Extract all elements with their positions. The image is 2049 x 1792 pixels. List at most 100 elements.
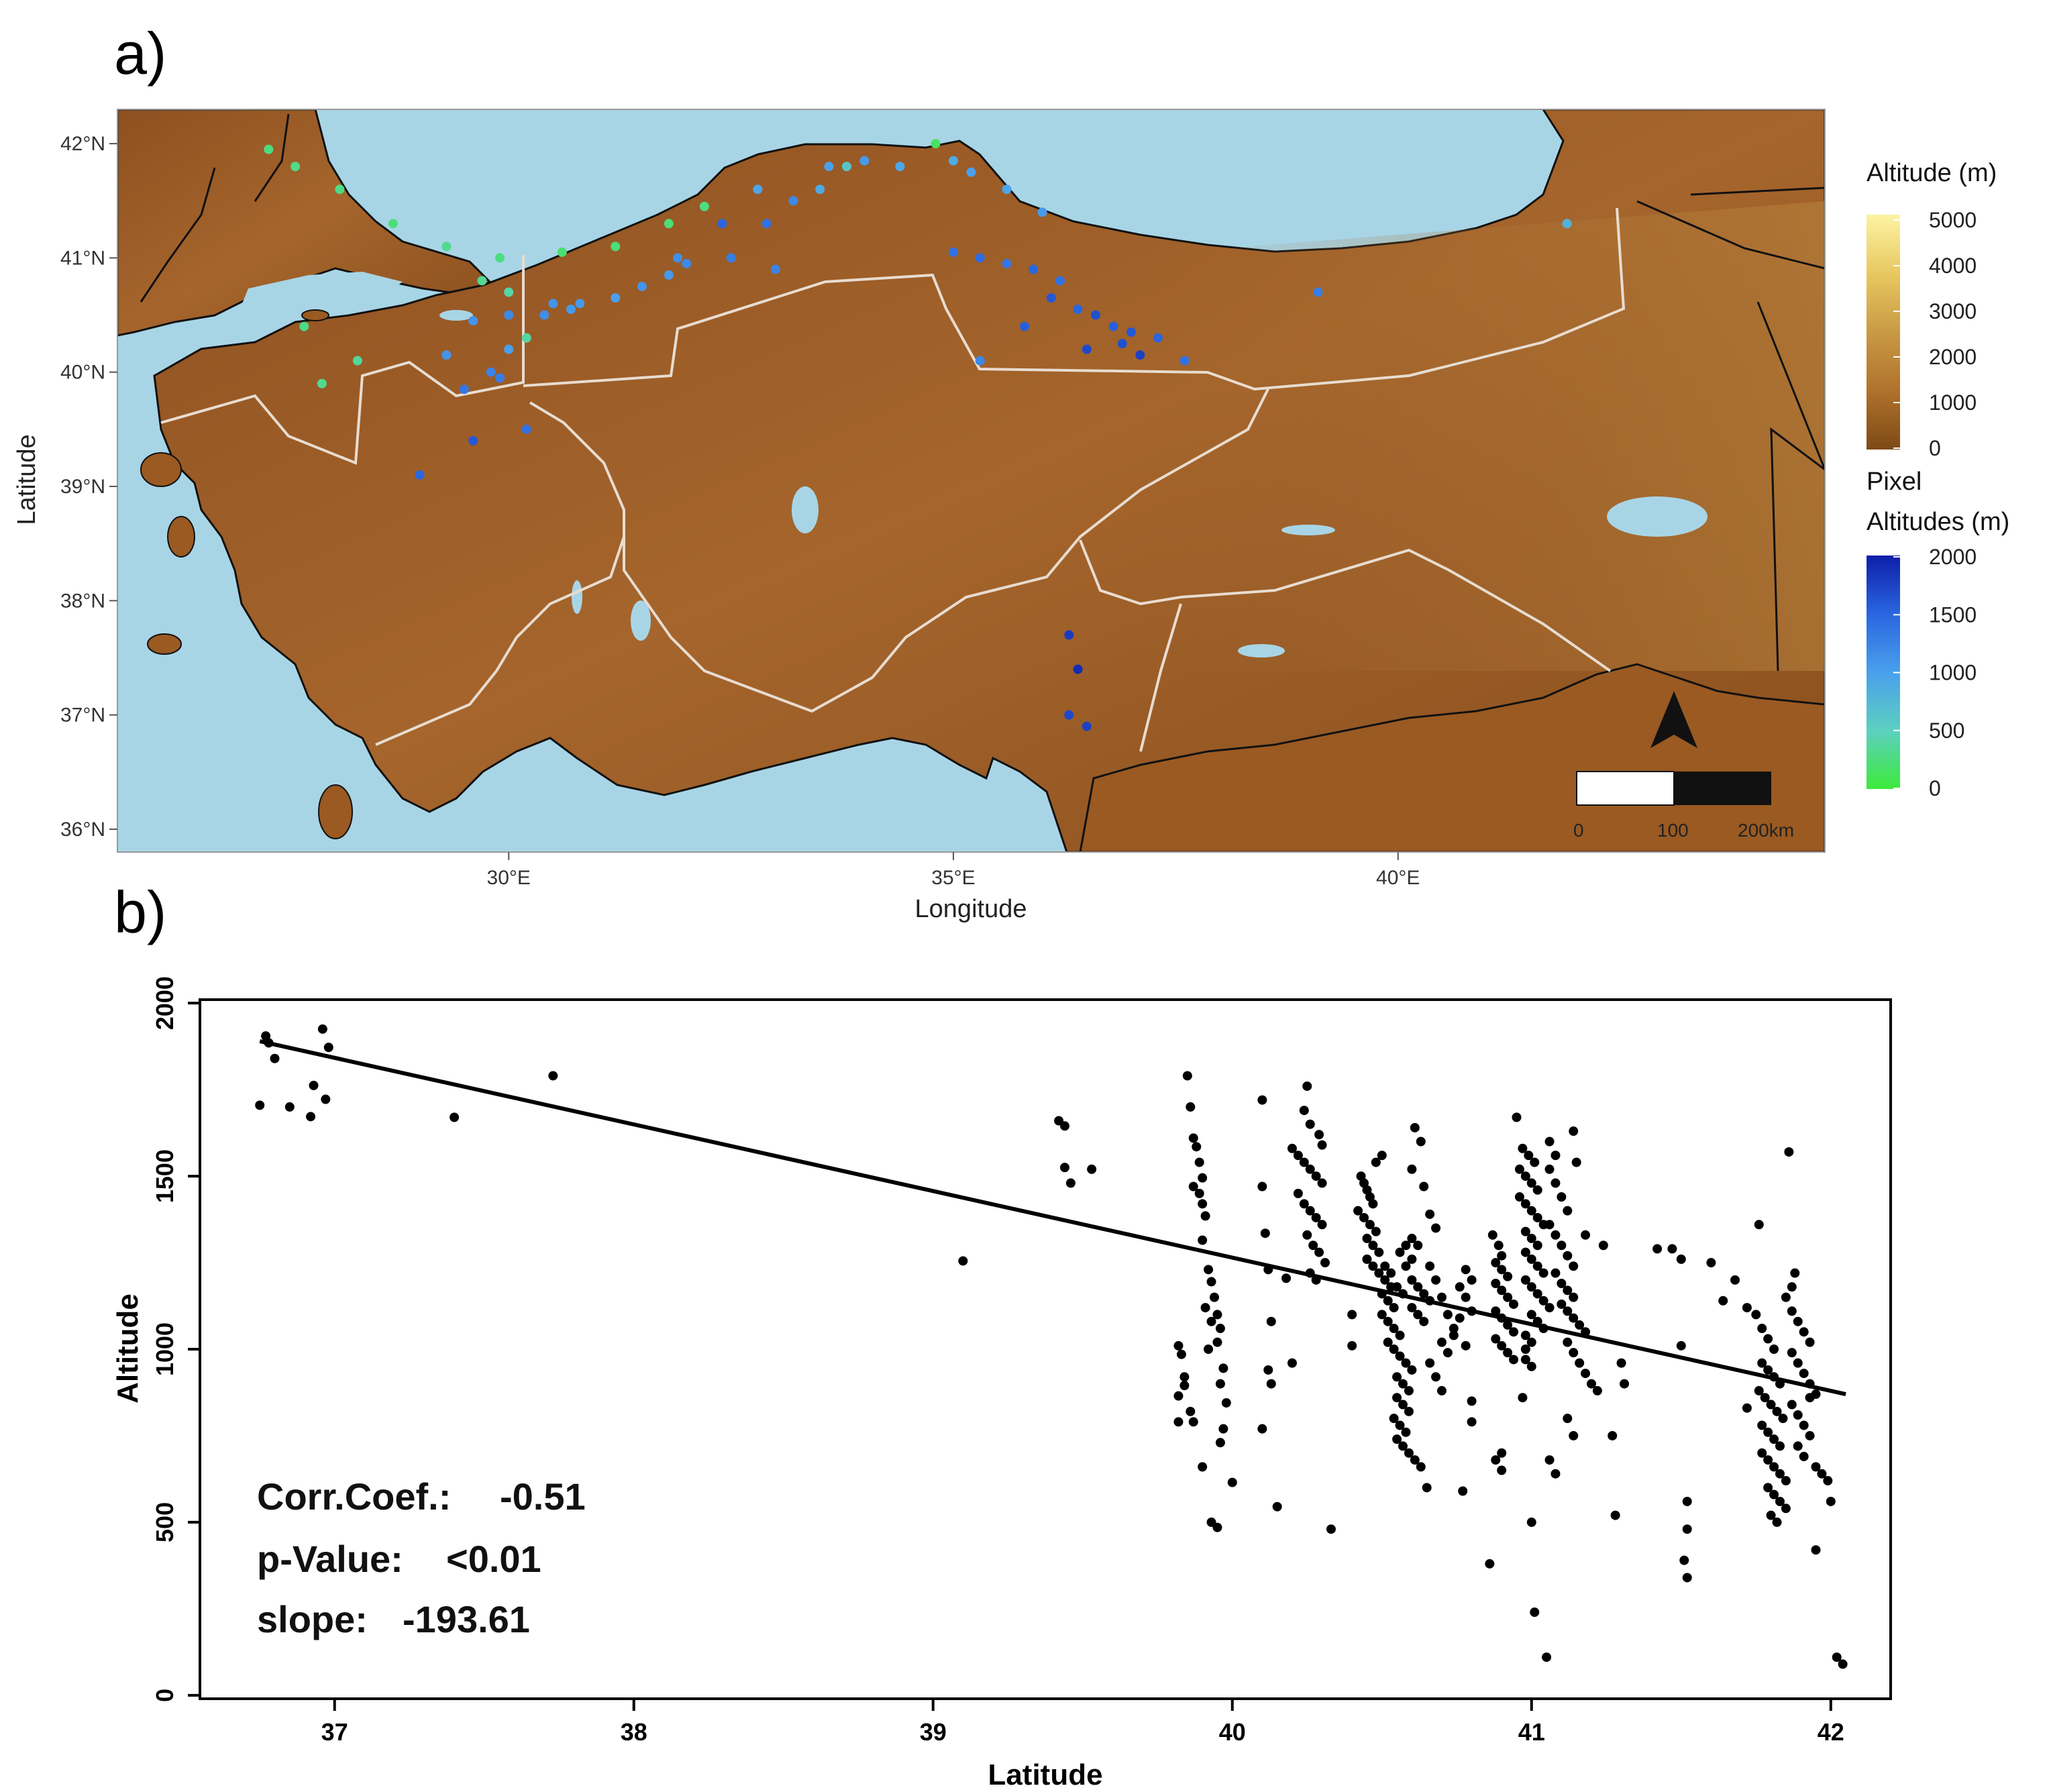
map-sample-point [317,378,327,388]
scatter-point [1491,1334,1501,1344]
map-axes: 30°E 35°E 40°E 42°N 41°N 40°N 39°N 38°N 37°N 36°N [60,133,1420,889]
scatter-point [1610,1510,1620,1520]
scatter-point [1563,1285,1573,1296]
map-sample-point [521,424,531,434]
scatter-point [958,1256,968,1266]
scatter-point [1563,1306,1573,1316]
scatter-point [548,1071,558,1081]
stat-corr-value: -0.51 [500,1475,586,1518]
scatter-point [1569,1430,1579,1440]
scatter-point [1413,1310,1423,1320]
scatter-point [1592,1385,1602,1395]
map-frame [117,109,1826,853]
scatter-point [1757,1448,1767,1458]
map-sample-point [761,219,772,229]
scatter-point [284,1102,295,1112]
scatter-point [1772,1406,1782,1416]
map-sample-point [1117,339,1127,349]
map-sample-point [788,196,798,206]
scatter-point [270,1053,280,1063]
map-sample-point [931,139,941,149]
map-x-tick-label: 30°E [487,867,531,889]
scatter-point [1557,1241,1567,1251]
scatter-point [1198,1462,1208,1472]
scatter-point [1598,1241,1608,1251]
scatter-point [1526,1233,1536,1243]
scatter-point [1305,1164,1315,1174]
scale-label-0: 0 [1573,820,1584,841]
scatter-point [1173,1391,1184,1401]
scatter-point [1371,1226,1381,1236]
scatter-point [1518,1393,1528,1403]
scatter-point [1706,1258,1716,1268]
scatter-point [1679,1555,1689,1565]
map-sample-point [1064,630,1074,640]
scatter-point [1206,1277,1216,1287]
scatter-point [1526,1254,1536,1264]
scatter-points [255,1024,1848,1669]
scatter-x-tick-label: 41 [1518,1718,1545,1746]
scatter-point [1368,1199,1378,1209]
scatter-point [1512,1112,1522,1122]
scatter-point [1389,1345,1399,1354]
scatter-point [1781,1504,1791,1514]
scatter-point [1287,1143,1297,1153]
map-sample-point [948,156,958,166]
scatter-point [1380,1261,1390,1271]
scatter-point [1538,1268,1548,1278]
map-lake-beysehir [631,600,651,641]
scatter-point [1775,1496,1785,1506]
map-sample-point [486,367,496,377]
scatter-point [1308,1241,1318,1251]
scatter-point [1524,1151,1534,1161]
map-y-tick-label: 42°N [60,133,105,155]
scatter-point [1179,1372,1190,1382]
scatter-point [1320,1258,1330,1268]
map-sample-point [1073,664,1083,674]
map-sample-point [1091,310,1101,320]
scatter-point [1811,1462,1821,1472]
scatter-point [1569,1313,1579,1323]
map-sample-point [264,144,274,154]
map-y-axis-label: Latitude [13,434,41,525]
scatter-point [1532,1261,1542,1271]
scatter-point [1551,1151,1561,1161]
scatter-point [1784,1147,1794,1157]
scatter-point [1467,1396,1477,1406]
scatter-point [1742,1303,1752,1313]
scatter-point [1730,1275,1740,1285]
scatter-point [1544,1303,1555,1313]
scatter-point [1215,1438,1225,1448]
scatter-point [1575,1358,1585,1368]
map-sample-point [726,253,736,263]
scatter-point [450,1112,460,1122]
scatter-point [1811,1545,1821,1555]
scatter-y-tick-label: 0 [151,1689,178,1702]
map-sample-point [494,373,505,383]
scatter-point [1215,1324,1225,1334]
map-land-balkans [117,109,492,337]
scatter-point [1805,1337,1815,1347]
scatter-point [1503,1271,1513,1281]
map-panel [117,109,1825,852]
scatter-point [1509,1327,1519,1337]
scatter-point [1787,1282,1797,1292]
scatter-point [1509,1355,1519,1365]
legend-pixel-tick-label: 500 [1929,719,1964,743]
scatter-point [1383,1337,1393,1347]
scatter-point [1775,1469,1785,1479]
scatter-point [1563,1251,1573,1261]
scatter-point [1530,1157,1540,1167]
scatter-point [1087,1164,1097,1174]
scatter-point [1518,1143,1528,1153]
scatter-point [1676,1254,1686,1264]
scatter-point [1065,1178,1075,1188]
scatter-point [1799,1420,1809,1430]
map-sample-point [388,219,398,229]
scatter-point [1526,1337,1536,1347]
scatter-point [1407,1303,1417,1313]
scatter-point [1194,1157,1204,1167]
scatter-point [1410,1122,1420,1132]
legend-pixel-tick-label: 1000 [1929,661,1977,685]
